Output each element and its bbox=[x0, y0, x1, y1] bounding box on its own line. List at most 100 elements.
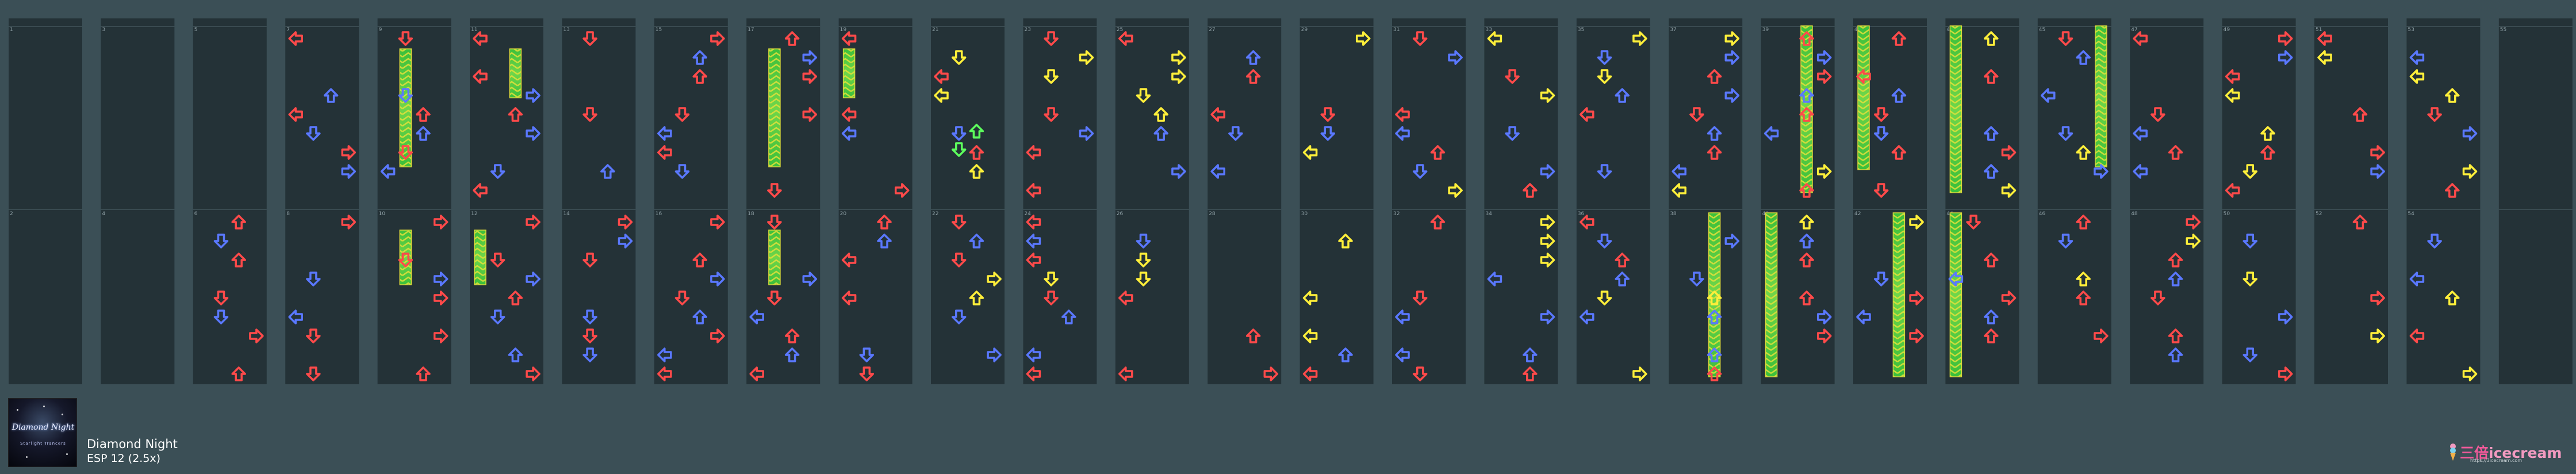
measure-number: 48 bbox=[2131, 211, 2138, 217]
step-arrow bbox=[2076, 215, 2091, 230]
measure-number: 8 bbox=[286, 211, 290, 217]
step-arrow bbox=[582, 309, 597, 324]
step-arrow bbox=[1615, 253, 1630, 267]
measure-column bbox=[193, 18, 267, 384]
step-arrow bbox=[508, 290, 523, 305]
measure-number: 31 bbox=[1393, 27, 1400, 33]
step-arrow bbox=[1026, 145, 1041, 160]
step-arrow bbox=[398, 31, 413, 46]
step-arrow bbox=[1909, 290, 1924, 305]
step-chart: 1234567891011121314151617181920212223242… bbox=[9, 18, 2573, 384]
measure-number: 45 bbox=[2039, 27, 2045, 33]
step-arrow bbox=[1707, 309, 1722, 324]
step-arrow bbox=[1540, 164, 1555, 179]
step-arrow bbox=[1891, 88, 1907, 103]
step-arrow bbox=[1873, 183, 1889, 198]
step-arrow bbox=[2242, 234, 2258, 249]
step-arrow bbox=[416, 366, 431, 381]
measure-column bbox=[562, 18, 636, 384]
step-arrow bbox=[1799, 107, 1814, 122]
measure-number: 30 bbox=[1301, 211, 1308, 217]
step-arrow bbox=[2225, 88, 2240, 103]
step-arrow bbox=[433, 272, 448, 286]
measure-number: 27 bbox=[1209, 27, 1215, 33]
step-arrow bbox=[1707, 145, 1722, 160]
step-arrow bbox=[1724, 31, 1740, 46]
step-arrow bbox=[2445, 290, 2460, 305]
step-arrow bbox=[1338, 347, 1353, 362]
step-arrow bbox=[767, 183, 782, 198]
brand-logo[interactable]: 三倍icecream https://3icecream.com bbox=[2448, 441, 2569, 464]
step-arrow bbox=[1153, 107, 1168, 122]
step-arrow bbox=[1948, 272, 1964, 286]
measure-number: 21 bbox=[932, 27, 938, 33]
measure-number: 50 bbox=[2224, 211, 2230, 217]
step-arrow bbox=[1891, 31, 1907, 46]
freeze-arrow bbox=[1857, 25, 1870, 170]
step-arrow bbox=[1245, 328, 1261, 343]
step-arrow bbox=[1597, 69, 1612, 84]
measure-column bbox=[285, 18, 359, 384]
freeze-arrow bbox=[768, 230, 781, 285]
step-arrow bbox=[1816, 69, 1832, 84]
step-arrow bbox=[1044, 69, 1059, 84]
measure-number: 24 bbox=[1024, 211, 1031, 217]
step-arrow bbox=[2317, 31, 2332, 46]
step-arrow bbox=[473, 31, 488, 46]
step-arrow bbox=[1245, 69, 1261, 84]
step-arrow bbox=[767, 290, 782, 305]
step-arrow bbox=[1523, 183, 1538, 198]
step-arrow bbox=[2133, 126, 2148, 141]
measure-number: 10 bbox=[379, 211, 386, 217]
freeze-arrow bbox=[474, 230, 486, 285]
step-arrow bbox=[1672, 183, 1686, 198]
step-arrow bbox=[306, 272, 321, 286]
step-arrow bbox=[1597, 290, 1612, 305]
step-arrow bbox=[2409, 328, 2425, 343]
step-arrow bbox=[1724, 88, 1740, 103]
step-arrow bbox=[323, 88, 339, 103]
freeze-arrow bbox=[509, 48, 522, 98]
step-arrow bbox=[710, 272, 725, 286]
step-arrow bbox=[1984, 253, 1999, 267]
step-arrow bbox=[1799, 31, 1814, 46]
step-arrow bbox=[1984, 164, 1999, 179]
step-arrow bbox=[749, 309, 764, 324]
step-arrow bbox=[1395, 347, 1410, 362]
step-arrow bbox=[1799, 234, 1814, 249]
step-arrow bbox=[1816, 309, 1832, 324]
step-arrow bbox=[934, 69, 949, 84]
step-arrow bbox=[969, 290, 984, 305]
step-arrow bbox=[1873, 126, 1889, 141]
step-arrow bbox=[2352, 215, 2368, 230]
step-arrow bbox=[1245, 50, 1261, 65]
step-arrow bbox=[1523, 366, 1538, 381]
step-arrow bbox=[1672, 164, 1686, 179]
step-arrow bbox=[1909, 328, 1924, 343]
step-arrow bbox=[1540, 215, 1555, 230]
step-arrow bbox=[692, 309, 707, 324]
step-arrow bbox=[1448, 50, 1463, 65]
step-arrow bbox=[969, 124, 984, 139]
step-arrow bbox=[2445, 88, 2460, 103]
step-arrow bbox=[1395, 126, 1410, 141]
step-arrow bbox=[2370, 145, 2385, 160]
step-arrow bbox=[1984, 309, 1999, 324]
step-arrow bbox=[1395, 309, 1410, 324]
step-arrow bbox=[1615, 272, 1630, 286]
step-arrow bbox=[877, 215, 892, 230]
step-arrow bbox=[2352, 107, 2368, 122]
measure-number: 12 bbox=[471, 211, 477, 217]
step-arrow bbox=[1079, 50, 1094, 65]
step-arrow bbox=[2186, 215, 2201, 230]
step-arrow bbox=[802, 50, 818, 65]
step-arrow bbox=[1856, 309, 1871, 324]
step-arrow bbox=[2462, 366, 2478, 381]
step-arrow bbox=[1505, 69, 1520, 84]
step-arrow bbox=[859, 347, 875, 362]
step-arrow bbox=[2076, 290, 2091, 305]
step-arrow bbox=[657, 347, 672, 362]
measure-column bbox=[9, 18, 82, 384]
step-arrow bbox=[859, 366, 875, 381]
step-arrow bbox=[526, 272, 540, 286]
